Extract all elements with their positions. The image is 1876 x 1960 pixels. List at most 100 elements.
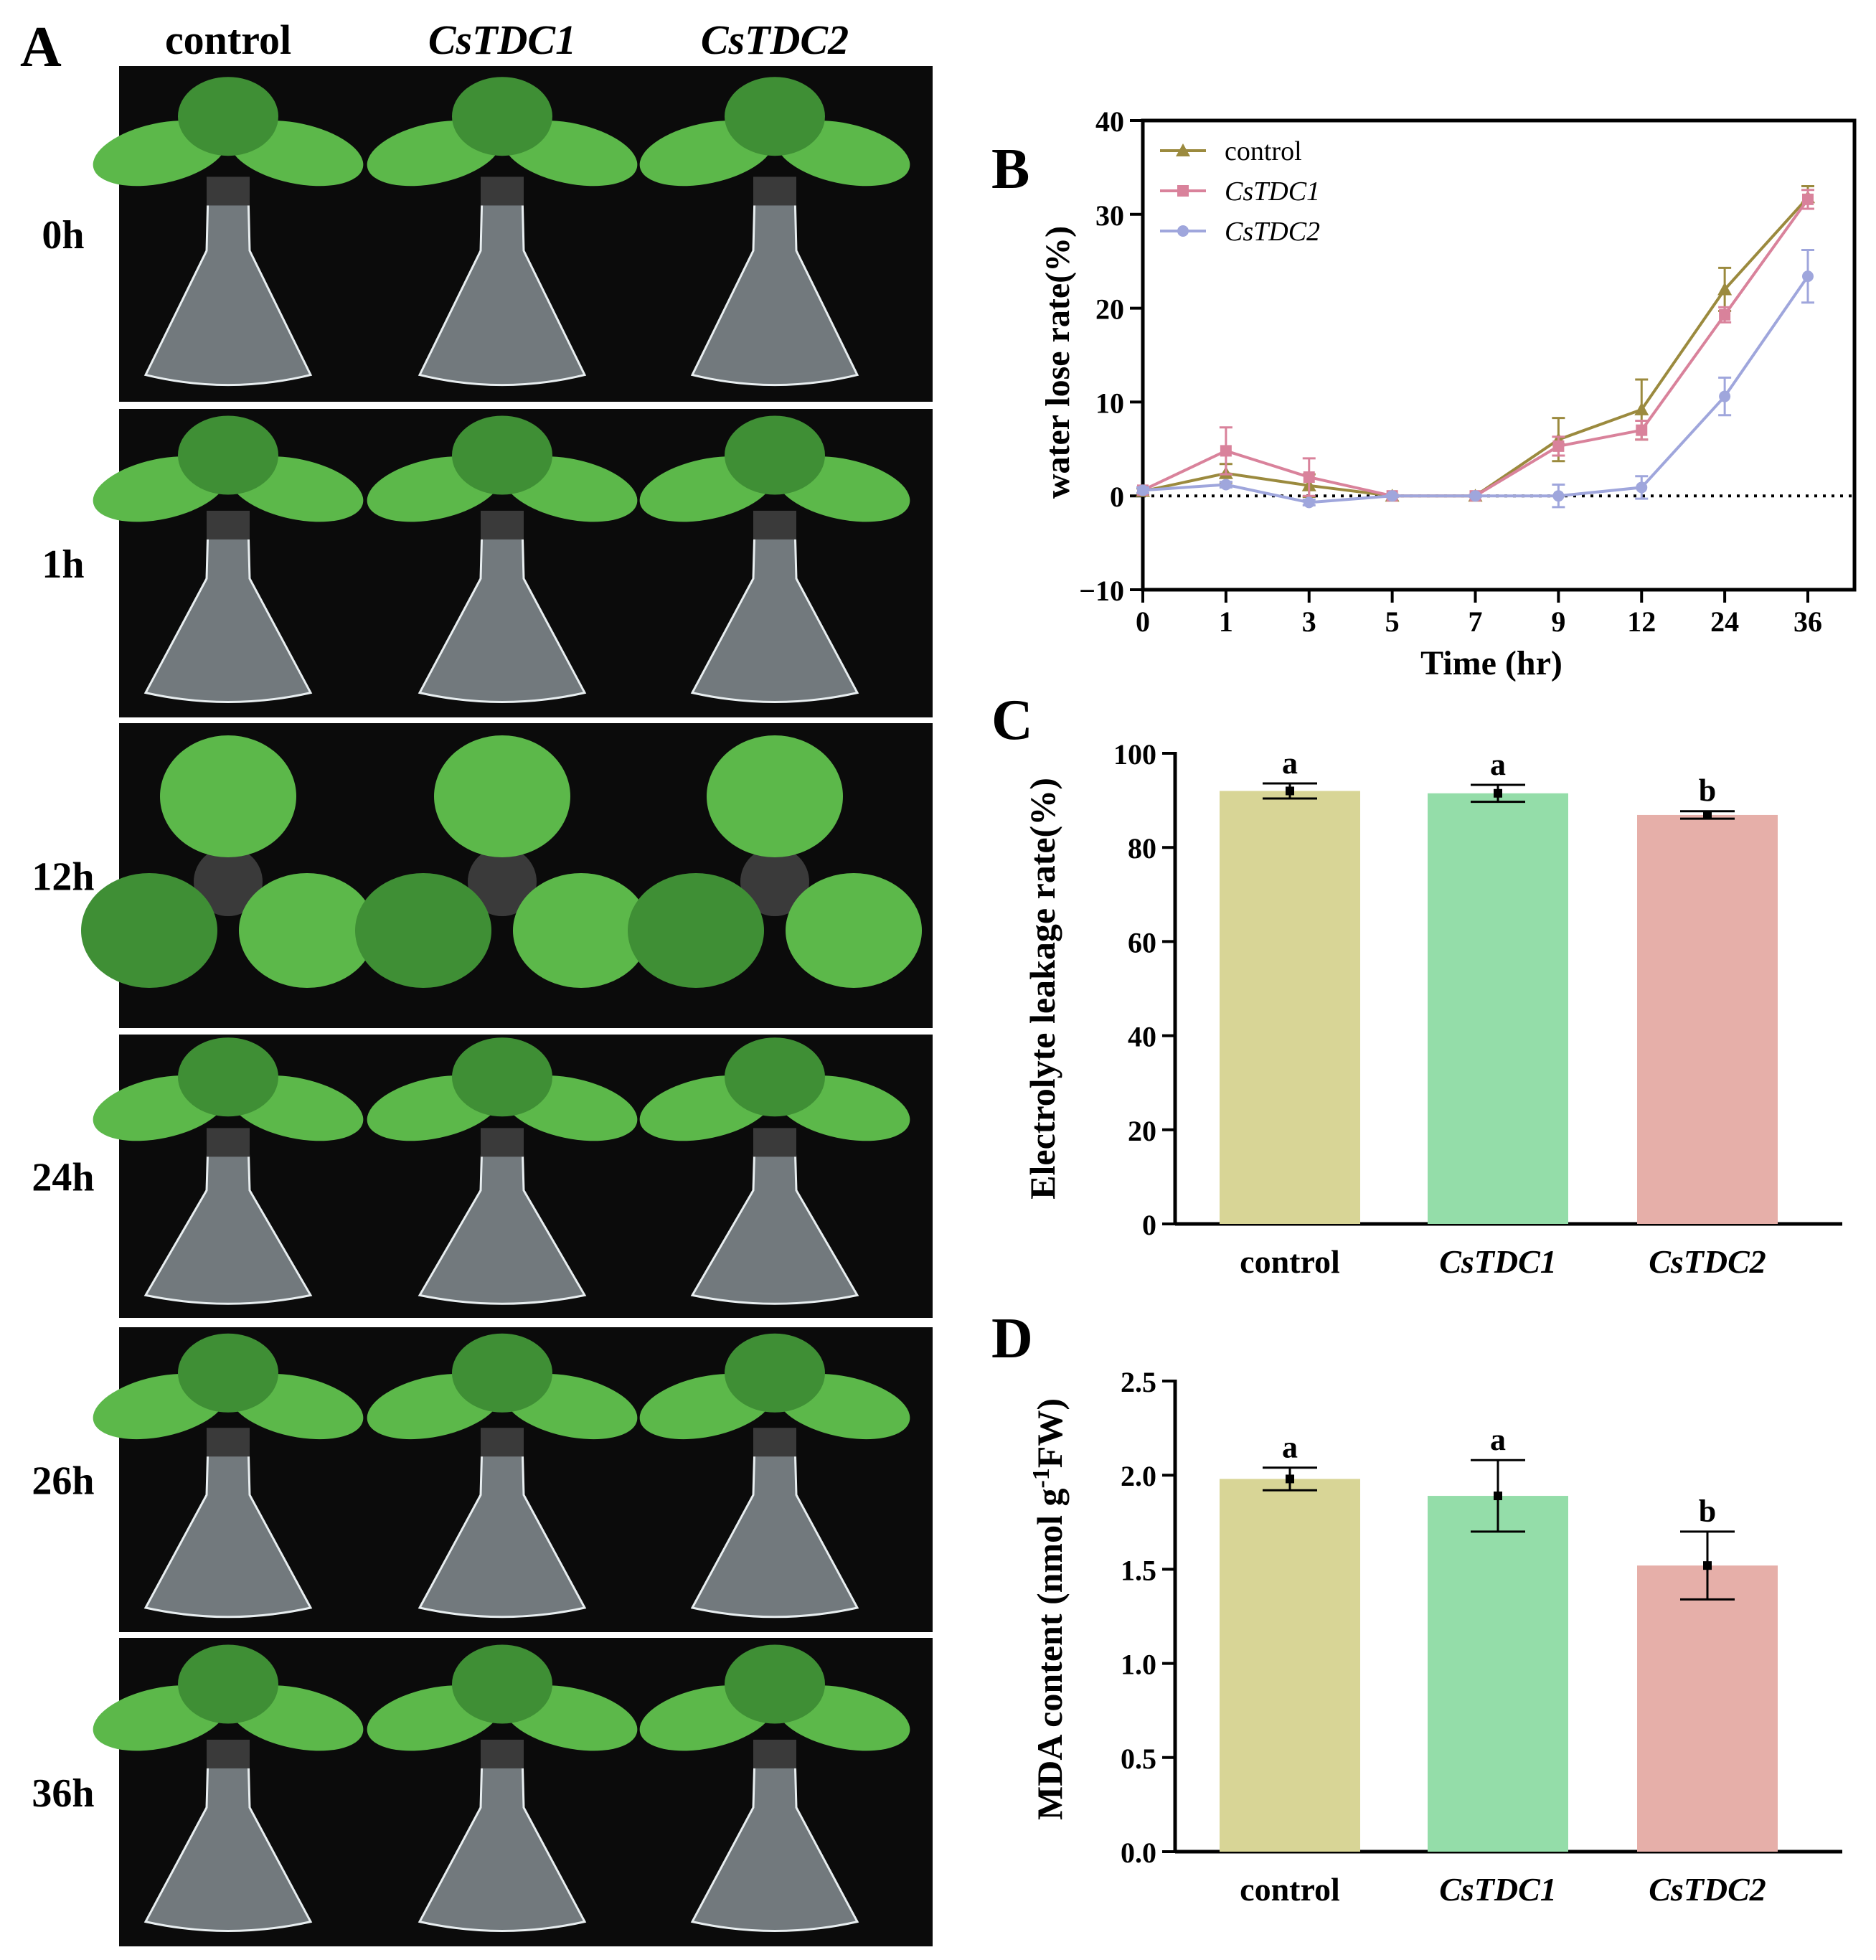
bar-CsTDC2: [1637, 814, 1778, 1224]
plant-photo: [639, 1644, 910, 1932]
y-tick-label: 0.5: [1121, 1743, 1156, 1775]
data-point: [1717, 282, 1733, 296]
data-point: [1636, 481, 1648, 494]
leaf: [628, 873, 764, 988]
y-tick-label: 20: [1128, 1115, 1156, 1147]
sponge: [740, 847, 809, 916]
panel-label-c: C: [991, 689, 1033, 752]
line-chart-water-loss: −10 0 10 20 30 40 0 1 3 5 7 9 12 24 36 Time (hr) water l…: [1039, 105, 1857, 682]
bar-control: [1220, 791, 1360, 1224]
row-label-1h: 1h: [42, 542, 84, 587]
significance-letter: b: [1699, 1494, 1716, 1529]
flask-icon: [418, 1753, 587, 1932]
sponge: [481, 510, 524, 540]
data-point: [1634, 402, 1649, 415]
leaf: [355, 873, 491, 988]
y-axis-label: Electrolyte leakage rate(%): [1022, 778, 1062, 1200]
sponge: [481, 176, 524, 206]
x-tick-label: CsTDC2: [1649, 1871, 1766, 1908]
row-label-24h: 24h: [32, 1156, 94, 1200]
plant-photo: [93, 77, 364, 387]
data-point: [1177, 185, 1189, 197]
column-header-cstdc2: CsTDC2: [701, 17, 849, 63]
flask-icon: [418, 192, 587, 387]
plant-photo: [367, 1037, 638, 1305]
bar-control: [1220, 1479, 1360, 1852]
y-tick-label: 0: [1110, 481, 1124, 513]
y-axis-label-main: MDA content (nmol g: [1029, 1489, 1070, 1820]
x-tick-label: 12: [1627, 606, 1656, 638]
sponge: [753, 1739, 796, 1768]
y-tick-label: 30: [1095, 199, 1124, 232]
y-tick-label: 40: [1095, 105, 1124, 138]
leaf: [707, 735, 843, 857]
leaf: [434, 735, 570, 857]
leaf: [160, 735, 296, 857]
y-axis-label: water lose rate(%): [1039, 226, 1077, 499]
sponge: [207, 176, 250, 206]
leaf: [725, 415, 825, 495]
plant-photo: [639, 415, 910, 703]
data-point: [1176, 143, 1190, 156]
x-tick-label: 0: [1136, 606, 1150, 638]
data-point: [1177, 225, 1189, 237]
sponge: [753, 1128, 796, 1157]
flask-icon: [418, 1141, 587, 1305]
y-tick-label: 100: [1113, 738, 1156, 771]
leaf: [239, 873, 375, 988]
bar-chart-electrolyte-leakage: 0 20 40 60 80 100 a control a CsTDC1 b CsTDC2 Electr…: [1022, 738, 1842, 1280]
x-tick-label: CsTDC1: [1439, 1243, 1557, 1280]
leaf: [452, 77, 552, 156]
y-tick-label: 0.0: [1121, 1837, 1156, 1869]
flask-icon: [690, 1753, 859, 1932]
x-tick-label: 1: [1219, 606, 1233, 638]
sponge: [207, 1739, 250, 1768]
x-tick-label: CsTDC2: [1649, 1243, 1766, 1280]
panel-label-b: B: [991, 138, 1029, 201]
sponge: [207, 510, 250, 540]
sponge: [207, 1428, 250, 1457]
plant-photo: [81, 735, 375, 988]
x-tick-label: 24: [1710, 606, 1739, 638]
leaf: [178, 1037, 278, 1117]
y-tick-label: 80: [1128, 832, 1156, 864]
sponge: [207, 1128, 250, 1157]
leaf: [725, 1333, 825, 1413]
x-tick-label: 9: [1551, 606, 1565, 638]
data-point: [1220, 479, 1232, 491]
leaf: [81, 873, 217, 988]
mean-point: [1494, 1492, 1502, 1501]
y-tick-label: 10: [1095, 387, 1124, 419]
bar-CsTDC1: [1428, 793, 1568, 1224]
plant-photo: [639, 1333, 910, 1619]
data-point: [1386, 490, 1398, 502]
data-point: [1220, 445, 1232, 457]
leaf: [786, 873, 922, 988]
plant-photo: [355, 735, 649, 988]
x-tick-label: control: [1240, 1243, 1340, 1280]
plant-photo: [367, 77, 638, 387]
data-point: [1137, 484, 1149, 496]
leaf: [725, 1037, 825, 1117]
data-point: [1552, 440, 1565, 452]
column-header-control: control: [165, 17, 291, 63]
sponge: [481, 1739, 524, 1768]
sponge: [481, 1428, 524, 1457]
legend-label: CsTDC1: [1225, 176, 1320, 207]
flask-icon: [143, 524, 313, 703]
leaf: [178, 1333, 278, 1413]
plant-photo: [639, 77, 910, 387]
data-point: [1719, 390, 1731, 402]
row-label-36h: 36h: [32, 1771, 94, 1816]
plant-photo: [93, 1644, 364, 1932]
x-tick-label: 5: [1385, 606, 1400, 638]
photo-panel: control CsTDC1 CsTDC2 0h 1h 12h 24h 26h 36h: [32, 17, 933, 1946]
y-axis-label-superscript: -1: [1028, 1468, 1055, 1488]
column-header-cstdc1: CsTDC1: [428, 17, 576, 63]
bar-CsTDC2: [1637, 1565, 1778, 1852]
leaf: [452, 1644, 552, 1724]
sponge: [468, 847, 537, 916]
leaf: [452, 1333, 552, 1413]
significance-letter: a: [1282, 745, 1298, 781]
